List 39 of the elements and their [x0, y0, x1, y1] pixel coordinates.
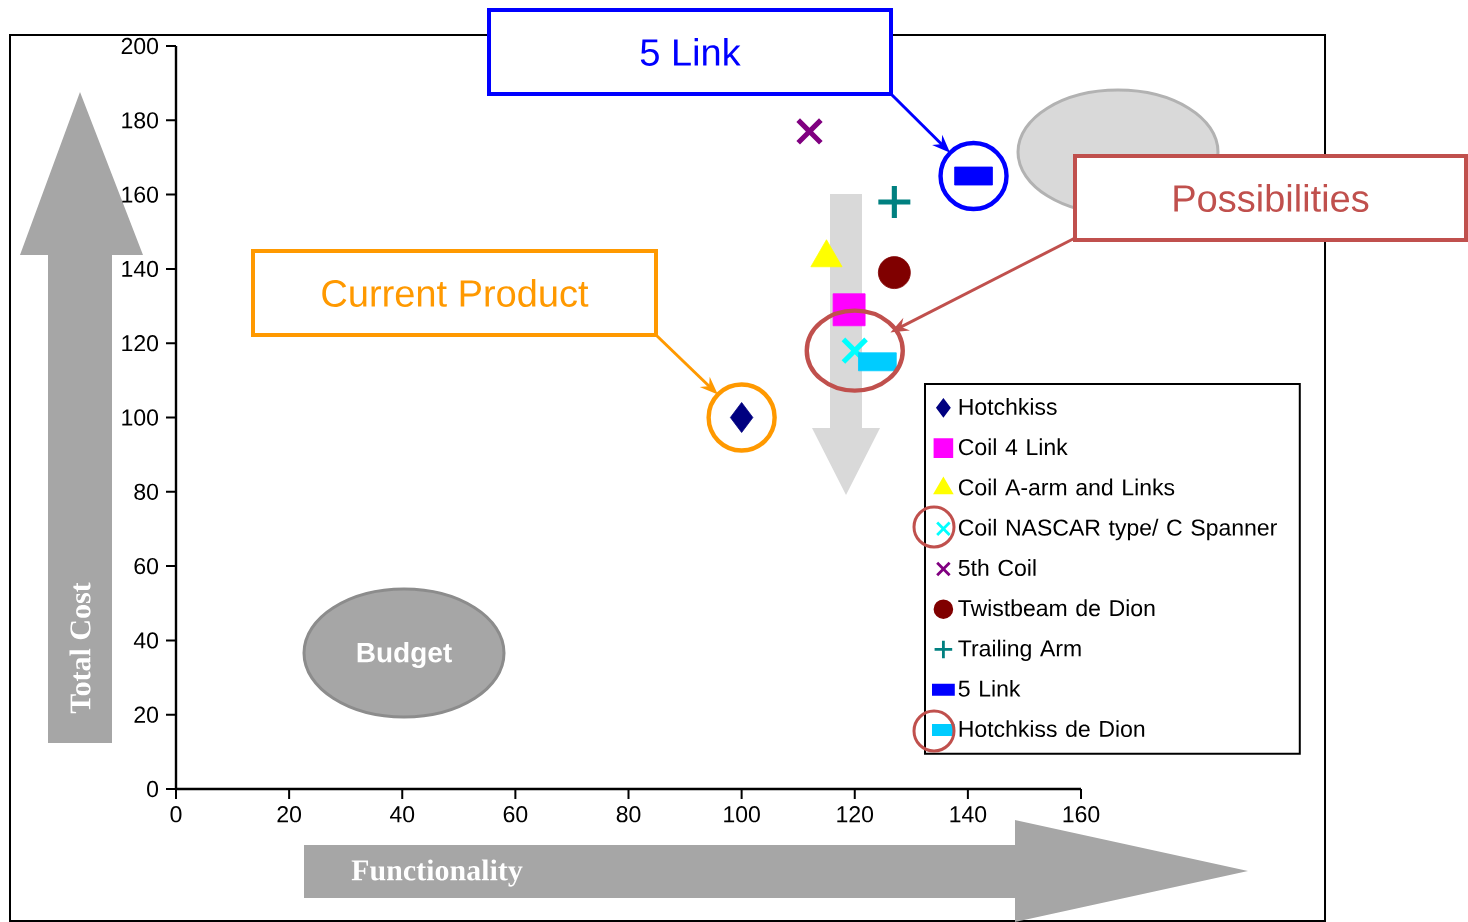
- x-tick-label: 20: [277, 806, 302, 823]
- x-tick-label: 60: [503, 806, 528, 823]
- legend-label: Coil NASCAR type/ C Spanner: [958, 518, 1277, 541]
- x-tick-label: 140: [950, 806, 987, 823]
- y-tick-label: 160: [122, 186, 159, 203]
- x-tick-label: 40: [390, 806, 415, 823]
- legend-label: Hotchkiss de Dion: [959, 720, 1145, 738]
- legend-label: Coil 4 Link: [958, 438, 1068, 456]
- y-tick-label: 200: [121, 37, 159, 55]
- point: [796, 118, 823, 145]
- text: Functionality: [351, 859, 523, 887]
- y-tick-label: 0: [147, 780, 159, 798]
- y-tick-label: 20: [134, 706, 159, 723]
- x-tick-label: 100: [724, 806, 760, 823]
- y-tick-label: 100: [122, 409, 159, 426]
- y-tick-label: 180: [122, 112, 159, 129]
- text: Possibilities: [1174, 184, 1369, 212]
- y-tick-label: 60: [134, 557, 159, 575]
- y-tick-label: 120: [122, 335, 159, 352]
- legend-label: Coil A-arm and Links: [958, 478, 1175, 496]
- point: [938, 140, 1009, 212]
- point: [878, 186, 911, 219]
- annotation: Budget: [357, 641, 452, 669]
- legend-label: 5th Coil: [958, 559, 1036, 576]
- annotation: 5 Link: [640, 38, 741, 66]
- legend-label: Trailing Arm: [958, 639, 1081, 662]
- legend-label: Twistbeam de Dion: [958, 599, 1155, 617]
- x-tick-label: 160: [1063, 806, 1100, 823]
- y-tick-label: 140: [122, 260, 159, 278]
- legend-label: 5 Link: [958, 679, 1021, 697]
- text: Total Cost: [69, 582, 91, 714]
- x-tick-label: 0: [170, 806, 182, 823]
- x-tick-label: 120: [837, 806, 874, 823]
- y-tick-label: 80: [134, 483, 159, 500]
- annotation: Current Product: [322, 279, 589, 307]
- point: [877, 256, 911, 290]
- legend-label: Hotchkiss: [959, 398, 1057, 415]
- x-tick-label: 80: [616, 806, 641, 823]
- y-tick-label: 40: [133, 632, 159, 649]
